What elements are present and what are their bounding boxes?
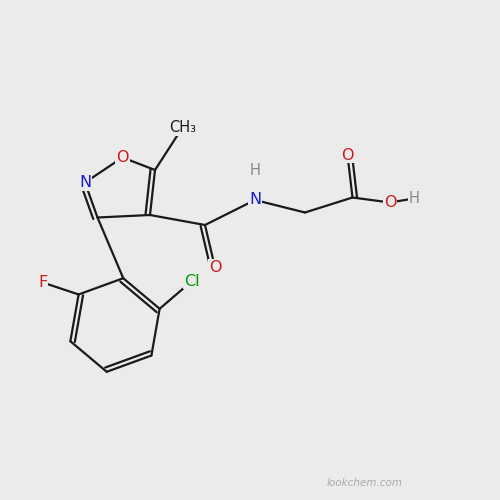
Text: H: H bbox=[250, 162, 260, 178]
Text: O: O bbox=[209, 260, 221, 275]
Text: O: O bbox=[384, 195, 396, 210]
Text: H: H bbox=[408, 191, 420, 206]
Text: O: O bbox=[341, 148, 354, 162]
Text: F: F bbox=[38, 275, 48, 290]
Text: O: O bbox=[116, 150, 129, 165]
Text: N: N bbox=[249, 192, 261, 208]
Text: N: N bbox=[79, 175, 91, 190]
Text: Cl: Cl bbox=[184, 274, 200, 288]
Text: CH₃: CH₃ bbox=[169, 120, 196, 135]
Text: lookchem.com: lookchem.com bbox=[327, 478, 403, 488]
